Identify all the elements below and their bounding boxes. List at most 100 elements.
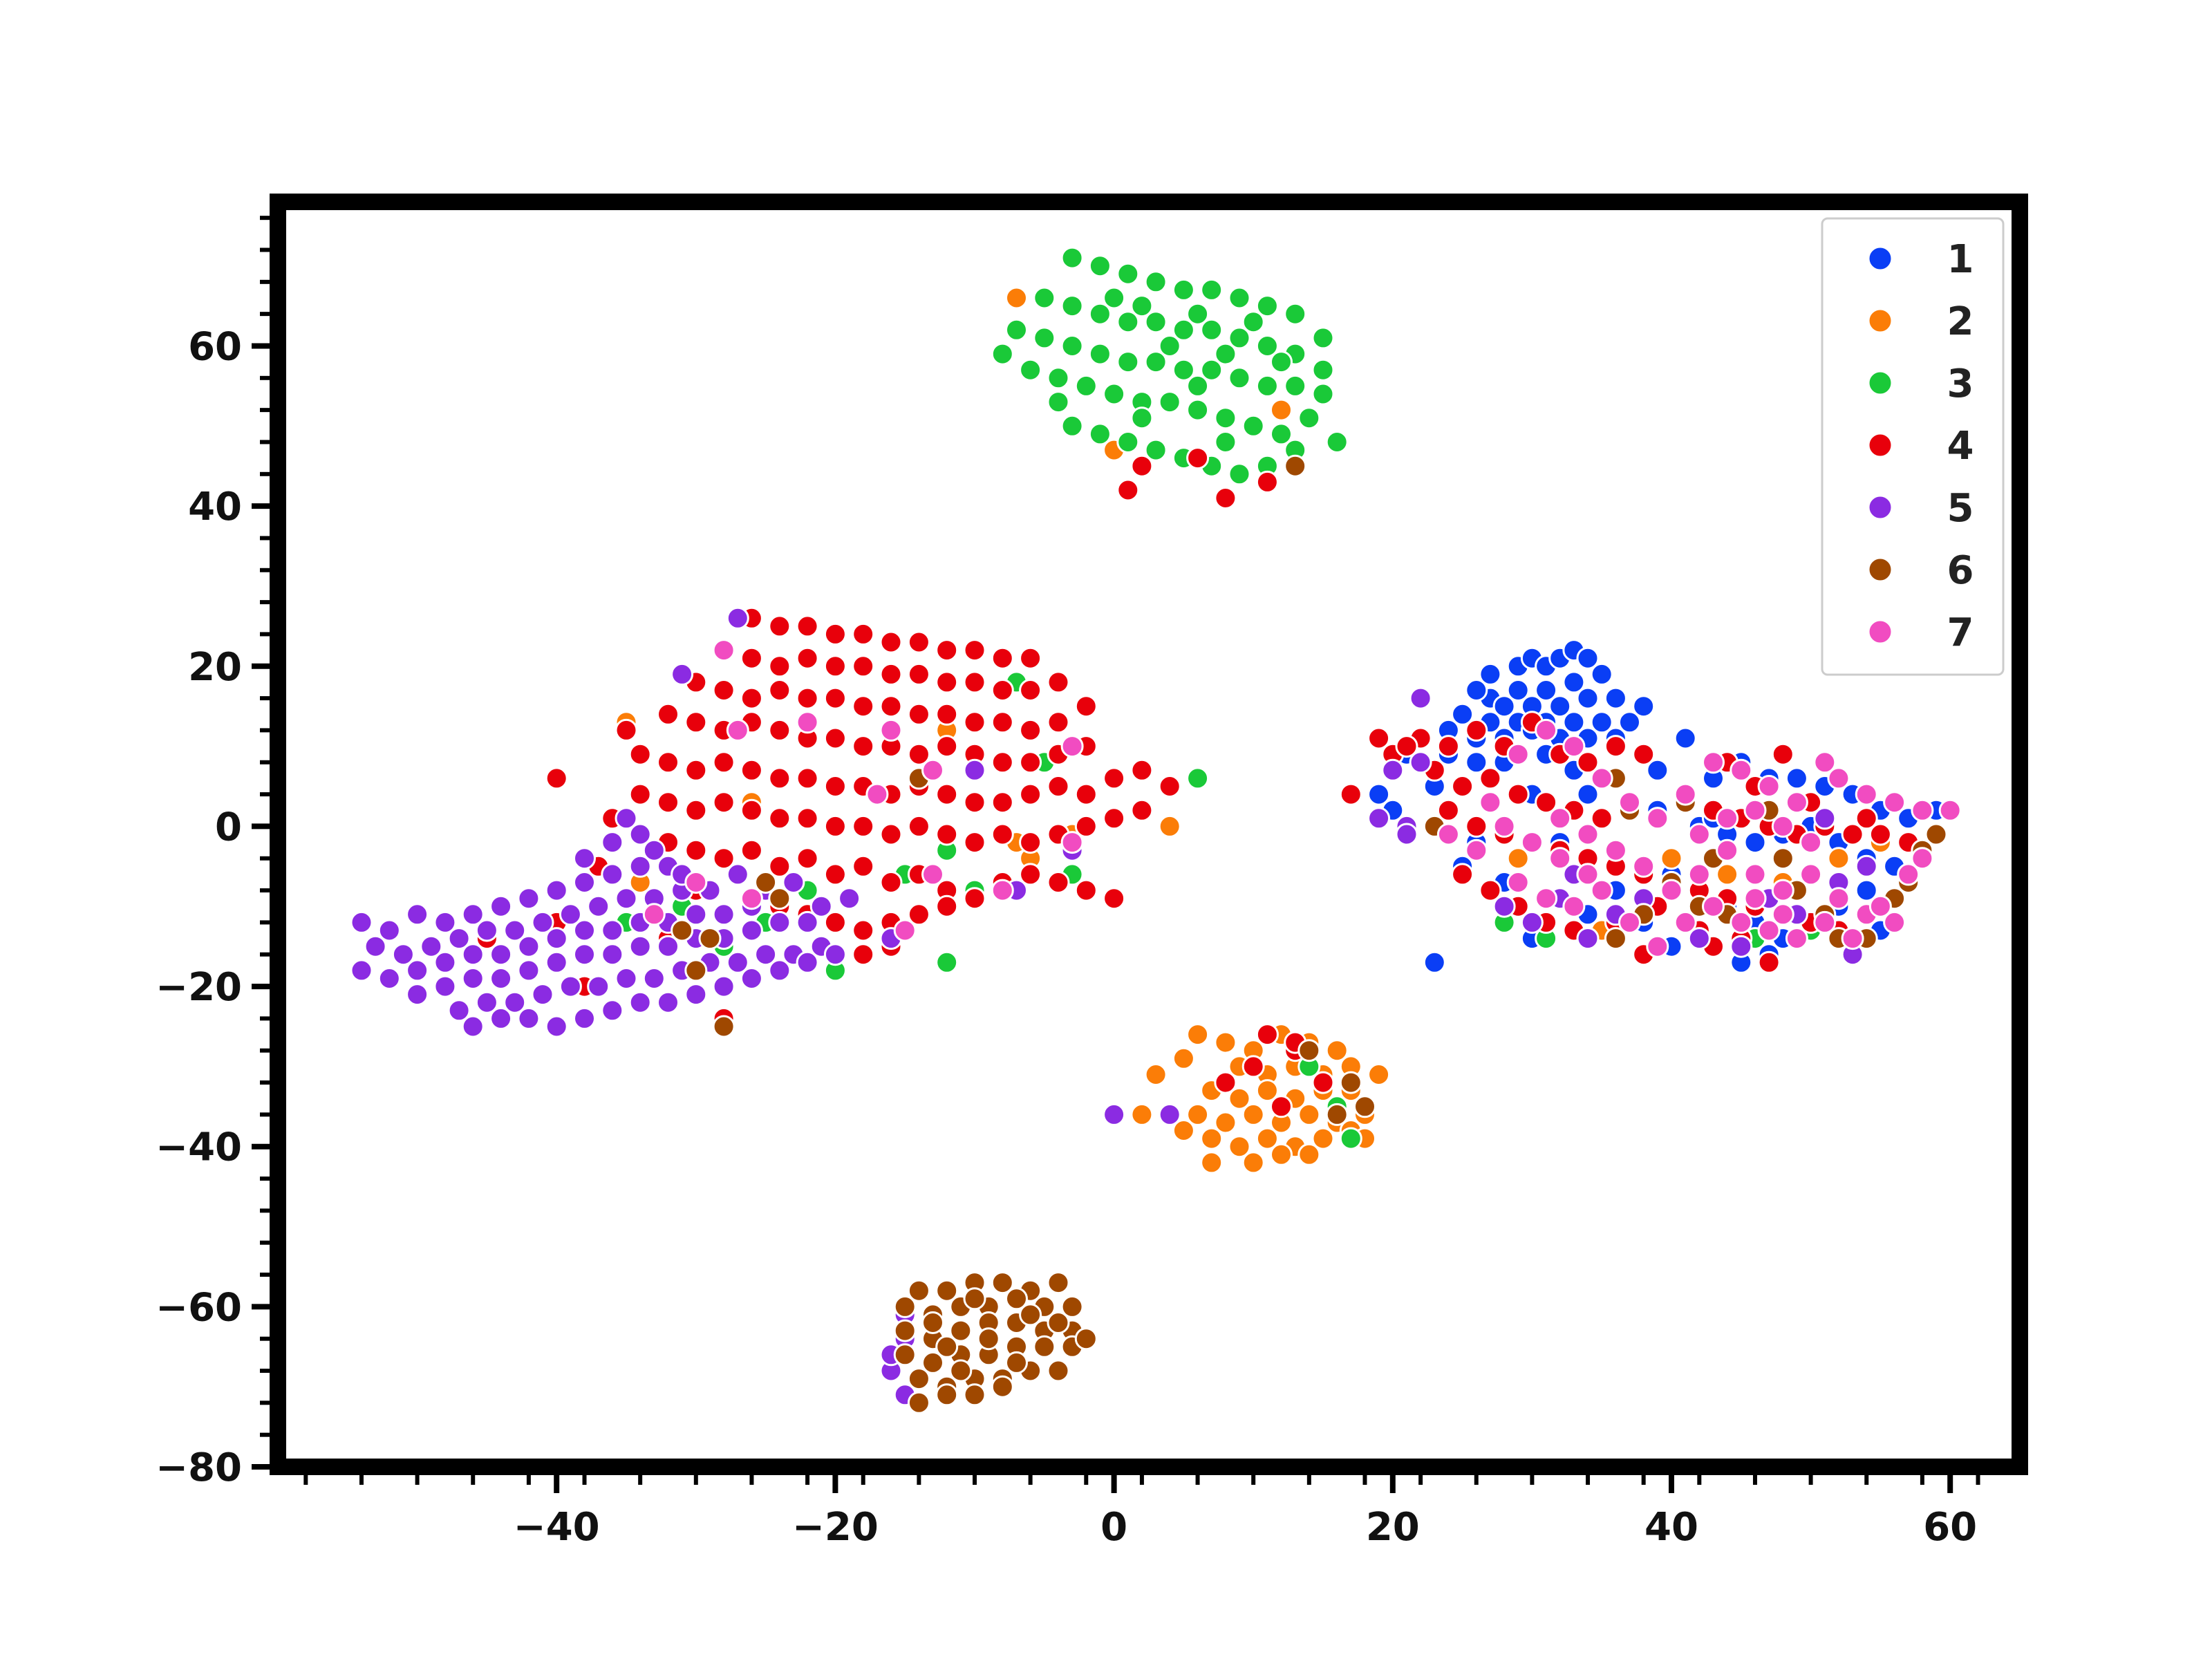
- data-point: [1325, 1039, 1349, 1062]
- data-point: [1047, 366, 1070, 390]
- data-point: [1241, 310, 1265, 334]
- data-point: [1743, 798, 1767, 822]
- data-point: [1827, 767, 1850, 790]
- data-point: [1060, 831, 1084, 854]
- data-point: [573, 871, 596, 894]
- data-point: [642, 903, 666, 926]
- data-point: [1255, 1079, 1279, 1103]
- data-point: [1074, 695, 1098, 718]
- data-point: [433, 975, 457, 998]
- data-point: [1019, 1303, 1042, 1327]
- data-point: [1214, 487, 1237, 509]
- data-point: [1535, 791, 1558, 814]
- data-point: [852, 854, 875, 878]
- data-point: [838, 887, 861, 910]
- data-point: [1576, 751, 1600, 774]
- data-point: [991, 342, 1014, 366]
- data-point: [1938, 798, 1962, 822]
- x-tick-label: 40: [1644, 1505, 1698, 1550]
- data-point: [1395, 823, 1418, 846]
- data-point: [823, 622, 847, 646]
- data-point: [573, 1006, 596, 1030]
- data-point: [1771, 903, 1794, 926]
- data-point: [852, 622, 875, 646]
- data-point: [1158, 775, 1181, 798]
- data-point: [615, 807, 638, 830]
- data-point: [907, 814, 930, 838]
- data-point: [1590, 662, 1613, 686]
- data-point: [1060, 294, 1084, 318]
- data-point: [573, 847, 596, 870]
- data-point: [1284, 454, 1307, 478]
- data-point: [991, 1271, 1014, 1295]
- data-point: [657, 791, 679, 814]
- data-point: [573, 919, 596, 942]
- data-point: [1339, 782, 1362, 806]
- x-tick-label: −20: [792, 1505, 879, 1550]
- data-point: [1158, 814, 1181, 838]
- data-point: [1088, 302, 1112, 326]
- data-point: [1520, 831, 1544, 854]
- data-point: [1506, 679, 1530, 702]
- data-point: [698, 927, 722, 950]
- data-point: [628, 991, 652, 1014]
- data-point: [1074, 814, 1098, 838]
- data-point: [991, 679, 1014, 702]
- data-point: [1074, 879, 1098, 902]
- data-point: [406, 959, 429, 982]
- data-point: [1158, 335, 1181, 357]
- data-point: [475, 991, 498, 1014]
- data-point: [1813, 751, 1837, 774]
- data-point: [1618, 910, 1641, 934]
- data-point: [1116, 262, 1140, 285]
- data-point: [907, 1391, 930, 1414]
- data-point: [963, 1287, 986, 1311]
- data-point: [1687, 927, 1711, 950]
- data-point: [935, 823, 959, 846]
- data-point: [1590, 879, 1613, 902]
- data-point: [1535, 679, 1558, 702]
- data-point: [615, 718, 638, 742]
- data-point: [712, 1015, 735, 1038]
- data-point: [796, 646, 819, 670]
- data-point: [1618, 791, 1641, 814]
- data-point: [1116, 478, 1140, 502]
- data-point: [1674, 910, 1697, 934]
- data-point: [1060, 1295, 1084, 1318]
- data-point: [1687, 823, 1711, 846]
- data-point: [587, 894, 610, 918]
- data-point: [740, 646, 763, 670]
- data-point: [628, 935, 652, 958]
- legend-marker: [1867, 619, 1893, 645]
- data-point: [963, 639, 986, 662]
- data-point: [1855, 879, 1878, 902]
- data-point: [601, 831, 624, 854]
- data-point: [1576, 686, 1600, 710]
- data-point: [768, 910, 791, 934]
- data-point: [1311, 382, 1335, 406]
- data-point: [1019, 863, 1042, 886]
- data-point: [1255, 294, 1279, 318]
- data-point: [921, 1311, 944, 1334]
- data-point: [1297, 1103, 1321, 1126]
- data-point: [684, 758, 708, 782]
- data-point: [545, 879, 568, 902]
- data-point: [1103, 1103, 1126, 1126]
- data-point: [1186, 398, 1210, 422]
- data-point: [852, 735, 875, 758]
- data-point: [1200, 318, 1224, 341]
- data-point: [879, 662, 903, 686]
- data-point: [1214, 1031, 1237, 1054]
- data-point: [1548, 695, 1572, 718]
- data-point: [1730, 935, 1753, 958]
- data-point: [823, 814, 847, 838]
- legend-marker: [1867, 432, 1893, 458]
- data-point: [503, 991, 527, 1014]
- data-point: [796, 950, 819, 974]
- data-point: [489, 943, 513, 966]
- data-point: [1297, 1143, 1321, 1166]
- data-point: [1060, 335, 1084, 357]
- data-point: [461, 943, 485, 966]
- data-point: [1186, 1103, 1210, 1126]
- data-point: [1311, 326, 1335, 350]
